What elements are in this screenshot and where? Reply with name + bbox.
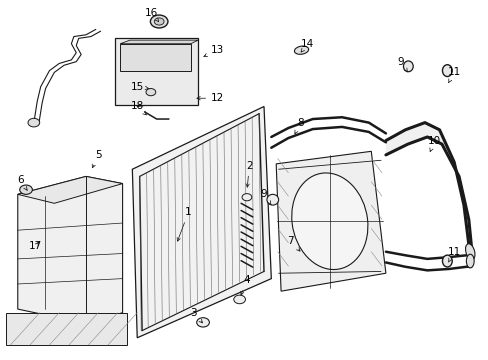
Polygon shape xyxy=(132,107,271,338)
Text: 18: 18 xyxy=(130,102,146,115)
Polygon shape xyxy=(18,176,122,323)
Polygon shape xyxy=(5,313,127,345)
Text: 16: 16 xyxy=(145,8,158,22)
Text: 8: 8 xyxy=(294,118,303,134)
Text: 1: 1 xyxy=(177,207,191,241)
Text: 3: 3 xyxy=(190,308,202,323)
Circle shape xyxy=(242,194,251,201)
Circle shape xyxy=(28,118,40,127)
Text: 15: 15 xyxy=(130,82,149,92)
Circle shape xyxy=(154,18,163,25)
Bar xyxy=(115,39,198,105)
Polygon shape xyxy=(18,176,122,203)
Ellipse shape xyxy=(403,61,412,72)
Polygon shape xyxy=(385,130,407,155)
Ellipse shape xyxy=(294,46,308,54)
Circle shape xyxy=(150,15,167,28)
Polygon shape xyxy=(276,151,385,291)
Text: 4: 4 xyxy=(240,275,250,295)
Text: 6: 6 xyxy=(17,175,27,190)
Text: 9: 9 xyxy=(396,57,407,72)
Text: 14: 14 xyxy=(301,39,314,52)
Ellipse shape xyxy=(466,254,473,268)
Ellipse shape xyxy=(442,255,451,267)
Text: 7: 7 xyxy=(287,236,300,251)
Text: 11: 11 xyxy=(447,247,460,262)
Polygon shape xyxy=(424,123,441,144)
Ellipse shape xyxy=(465,244,474,260)
Polygon shape xyxy=(120,40,198,44)
Text: 17: 17 xyxy=(29,241,42,251)
Text: 11: 11 xyxy=(447,67,460,83)
Polygon shape xyxy=(463,205,472,259)
Ellipse shape xyxy=(442,65,451,77)
Circle shape xyxy=(20,185,32,194)
Circle shape xyxy=(146,89,156,96)
Text: 13: 13 xyxy=(203,45,224,57)
Ellipse shape xyxy=(291,173,367,270)
Polygon shape xyxy=(453,162,468,220)
Circle shape xyxy=(196,318,209,327)
Ellipse shape xyxy=(266,194,278,205)
Text: 9: 9 xyxy=(260,189,270,204)
Text: 10: 10 xyxy=(427,136,440,152)
Circle shape xyxy=(233,295,245,304)
Polygon shape xyxy=(405,123,427,144)
Text: 2: 2 xyxy=(245,161,252,187)
Polygon shape xyxy=(120,44,190,71)
Text: 12: 12 xyxy=(197,93,224,103)
Polygon shape xyxy=(439,130,458,176)
Text: 5: 5 xyxy=(92,150,102,168)
